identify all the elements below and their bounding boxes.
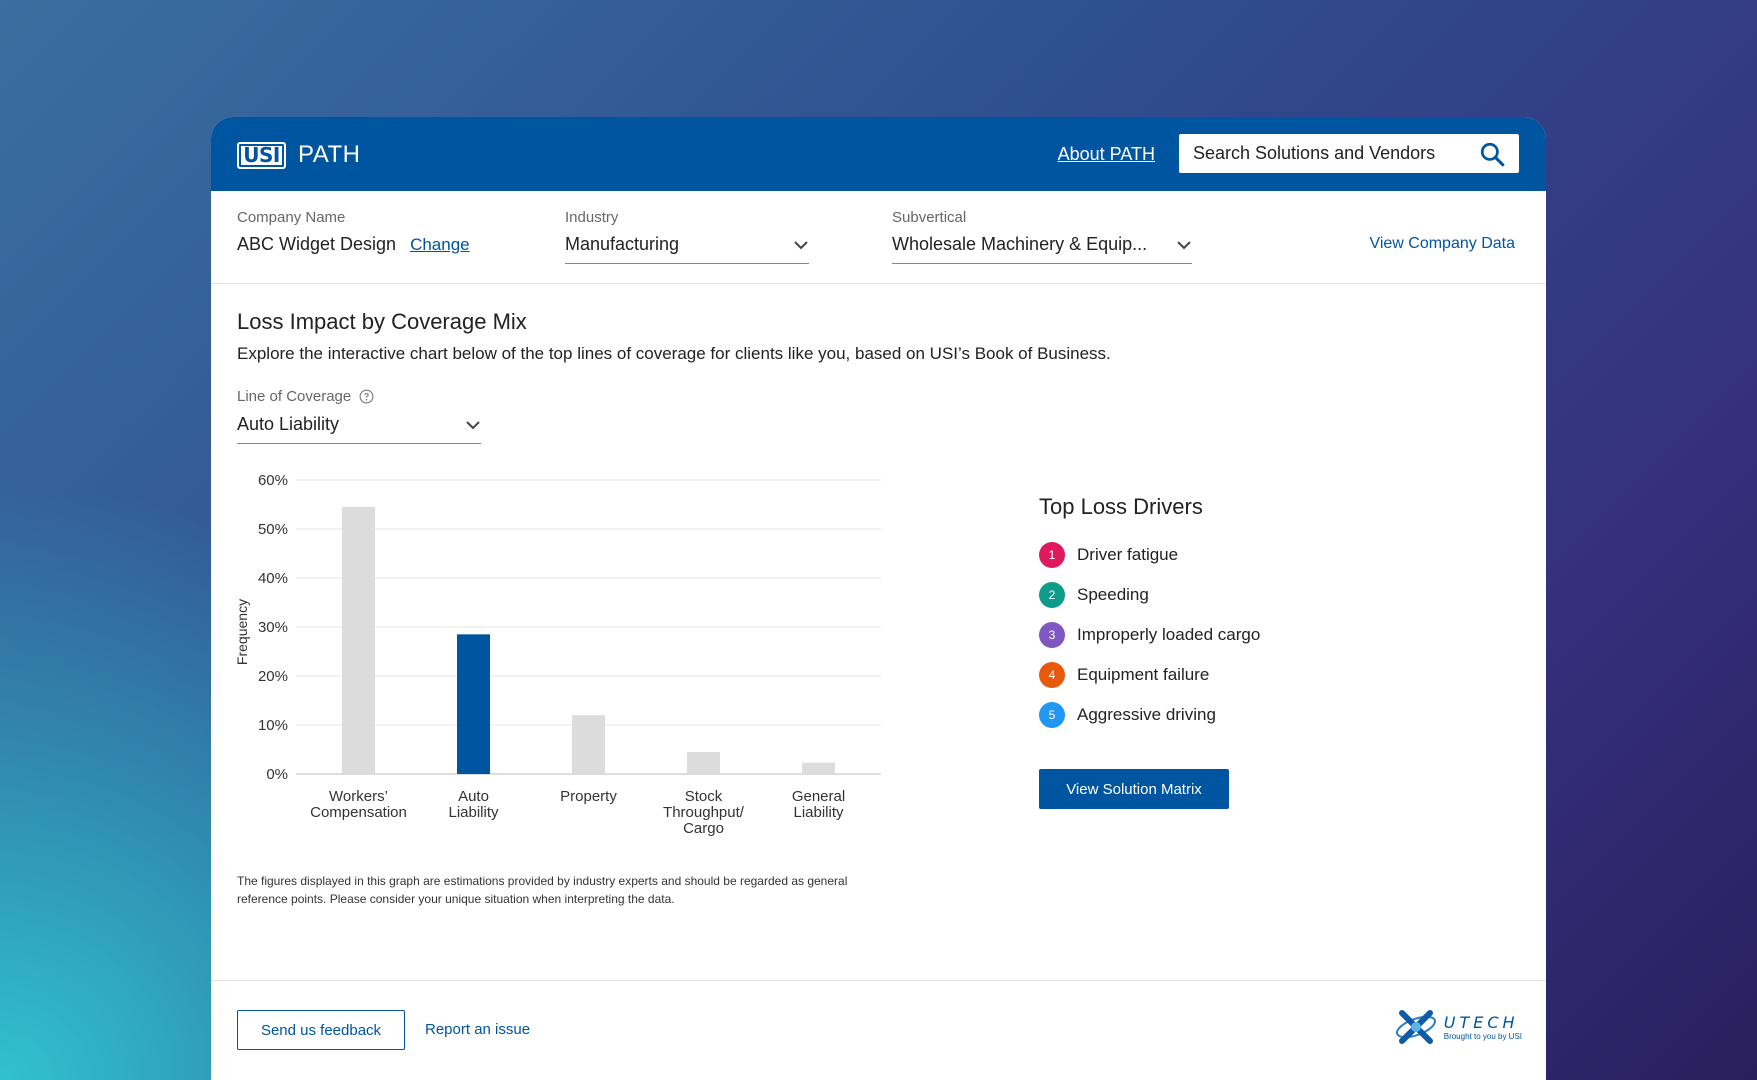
x-tick-label: Workers’	[329, 788, 388, 805]
help-icon[interactable]	[359, 389, 374, 404]
view-solution-matrix-button[interactable]: View Solution Matrix	[1039, 769, 1229, 809]
company-filters: Company Name ABC Widget Design Change In…	[211, 191, 1546, 284]
industry-field: Industry Manufacturing	[565, 209, 809, 264]
loss-driver-item: 2 Speeding	[1039, 582, 1260, 608]
subvertical-label: Subvertical	[892, 209, 967, 226]
y-tick-label: 0%	[266, 766, 288, 783]
x-tick-label: Property	[560, 788, 617, 805]
bar[interactable]	[802, 762, 835, 774]
driver-rank-badge: 4	[1039, 662, 1065, 688]
search-input[interactable]	[1193, 143, 1479, 164]
y-tick-label: 40%	[258, 570, 288, 587]
driver-rank-badge: 1	[1039, 542, 1065, 568]
chevron-down-icon	[1177, 240, 1191, 249]
x-tick-label: General	[792, 788, 845, 805]
loss-driver-item: 1 Driver fatigue	[1039, 542, 1260, 568]
driver-rank-badge: 5	[1039, 702, 1065, 728]
app-name: PATH	[298, 141, 361, 168]
driver-label: Driver fatigue	[1077, 545, 1179, 564]
loss-driver-item: 3 Improperly loaded cargo	[1039, 622, 1260, 648]
main-content: Loss Impact by Coverage Mix Explore the …	[211, 284, 1546, 984]
chevron-down-icon	[466, 420, 480, 429]
x-tick-label: Auto	[458, 788, 489, 805]
company-name: ABC Widget Design	[237, 234, 397, 254]
chart-disclaimer: The figures displayed in this graph are …	[237, 874, 848, 906]
driver-label: Improperly loaded cargo	[1077, 625, 1261, 644]
bar[interactable]	[572, 715, 605, 774]
send-feedback-button[interactable]: Send us feedback	[237, 1010, 405, 1050]
coverage-bar-chart: 0% 10% 20% 30% 40% 50% 60% Frequency Workers’Com…	[234, 472, 881, 837]
bar[interactable]	[342, 506, 375, 774]
industry-value: Manufacturing	[565, 234, 680, 254]
company-label: Company Name	[237, 209, 346, 226]
utech-emblem-icon	[1395, 1010, 1436, 1044]
line-of-coverage-label-row: Line of Coverage	[237, 388, 374, 405]
subvertical-value: Wholesale Machinery & Equip...	[892, 234, 1148, 254]
company-field: Company Name ABC Widget Design Change	[237, 209, 470, 255]
line-of-coverage-label: Line of Coverage	[237, 388, 352, 405]
driver-label: Speeding	[1077, 585, 1149, 604]
x-tick-label: Liability	[793, 804, 844, 821]
page-description: Explore the interactive chart below of t…	[237, 344, 1111, 363]
loss-driver-item: 5 Aggressive driving	[1039, 702, 1260, 728]
industry-label: Industry	[565, 209, 619, 226]
x-tick-label: Liability	[448, 804, 499, 821]
utech-brand-name: UTECH	[1443, 1013, 1519, 1032]
logo[interactable]: USI PATH	[237, 141, 360, 169]
utech-logo: UTECH Brought to you by USI	[1394, 1007, 1522, 1047]
top-loss-drivers: Top Loss Drivers 1 Driver fatigue 2 Speedin…	[1039, 494, 1260, 742]
search-box[interactable]	[1179, 134, 1519, 173]
x-tick-label: Throughput/	[663, 804, 745, 821]
subvertical-field: Subvertical Wholesale Machinery & Equip.…	[892, 209, 1192, 264]
search-icon[interactable]	[1479, 141, 1505, 167]
y-tick-label: 20%	[258, 668, 288, 685]
y-tick-label: 10%	[258, 717, 288, 734]
driver-label: Equipment failure	[1077, 665, 1210, 684]
y-tick-label: 60%	[258, 472, 288, 489]
bar[interactable]	[457, 634, 490, 774]
utech-tagline: Brought to you by USI	[1443, 1032, 1522, 1041]
y-tick-label: 50%	[258, 521, 288, 538]
driver-rank-badge: 3	[1039, 622, 1065, 648]
top-bar: USI PATH About PATH	[211, 117, 1546, 191]
y-axis-label: Frequency	[234, 599, 250, 665]
industry-select[interactable]: Manufacturing	[565, 234, 809, 264]
change-company-link[interactable]: Change	[410, 235, 470, 254]
line-of-coverage-value: Auto Liability	[237, 414, 340, 434]
loss-driver-item: 4 Equipment failure	[1039, 662, 1260, 688]
bar[interactable]	[687, 751, 720, 774]
footer: Send us feedback Report an issue UTECH B…	[211, 980, 1546, 1080]
chevron-down-icon	[794, 240, 808, 249]
drivers-title: Top Loss Drivers	[1039, 494, 1203, 519]
about-link[interactable]: About PATH	[1057, 144, 1155, 164]
report-issue-link[interactable]: Report an issue	[425, 1021, 531, 1038]
driver-rank-badge: 2	[1039, 582, 1065, 608]
x-tick-label: Compensation	[310, 804, 407, 821]
app-window: USI PATH About PATH Company Name ABC Wid…	[211, 117, 1546, 1080]
driver-label: Aggressive driving	[1077, 705, 1216, 724]
usi-logo-mark: USI	[237, 141, 286, 169]
x-tick-label: Stock	[685, 788, 723, 805]
view-company-data-link[interactable]: View Company Data	[1369, 235, 1515, 252]
subvertical-select[interactable]: Wholesale Machinery & Equip...	[892, 234, 1192, 264]
page-title: Loss Impact by Coverage Mix	[237, 309, 527, 334]
y-tick-label: 30%	[258, 619, 288, 636]
x-tick-label: Cargo	[683, 820, 724, 837]
line-of-coverage-select[interactable]: Auto Liability	[237, 414, 481, 444]
